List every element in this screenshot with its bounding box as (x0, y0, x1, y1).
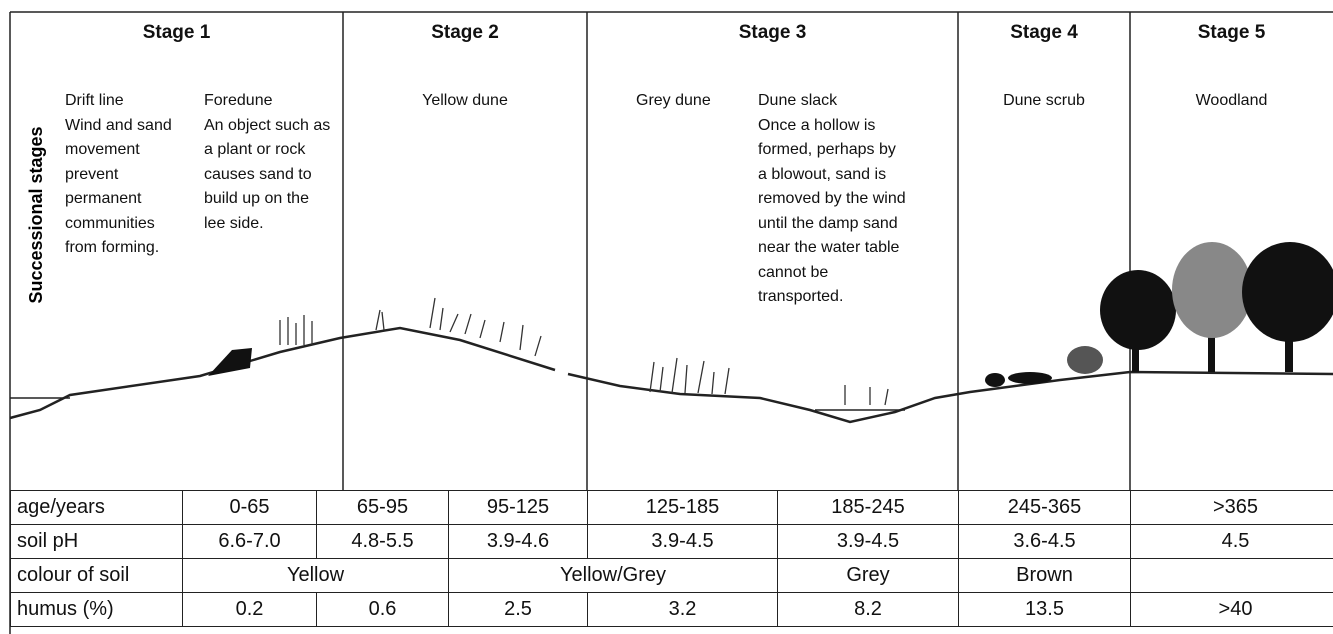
zone-name: Foredune (204, 92, 273, 109)
zone-description: An object such as a plant or rock causes… (204, 116, 331, 232)
table-cell: 0-65 (182, 490, 317, 525)
zone-name: Woodland (1195, 92, 1268, 109)
stage-title: Stage 2 (431, 22, 499, 43)
table-cell: 3.6-4.5 (958, 524, 1131, 559)
zone: Woodland (1130, 89, 1333, 114)
zone-name: Dune slack (758, 92, 838, 109)
row-label: soil pH (10, 524, 183, 559)
table-row: humus (%) 0.2 0.6 2.5 3.2 8.2 13.5 >40 (10, 592, 1333, 627)
zone: Grey dune (636, 89, 751, 114)
table-cell: 4.5 (1130, 524, 1333, 559)
row-label: colour of soil (10, 558, 183, 593)
table-cell: 2.5 (448, 592, 588, 627)
table-cell: 0.2 (182, 592, 317, 627)
table-cell: Brown (958, 558, 1131, 593)
row-label: humus (%) (10, 592, 183, 627)
zone: Dune scrub (958, 89, 1130, 114)
table-cell: 65-95 (316, 490, 449, 525)
table-row: colour of soil Yellow Yellow/Grey Grey Brown (10, 558, 1333, 593)
table-row: age/years 0-65 65-95 95-125 125-185 185-245 24… (10, 490, 1333, 525)
table-cell: 245-365 (958, 490, 1131, 525)
row-label: age/years (10, 490, 183, 525)
table-cell: 185-245 (777, 490, 959, 525)
table-cell: Yellow (182, 558, 449, 593)
table-cell: 95-125 (448, 490, 588, 525)
table-cell: 3.9-4.5 (587, 524, 778, 559)
stage-title: Stage 3 (738, 22, 807, 43)
stage-title: Stage 5 (1197, 22, 1266, 43)
table-cell: 8.2 (777, 592, 959, 627)
zone-description: Wind and sand movement prevent permanent… (65, 116, 172, 257)
table-cell: >365 (1130, 490, 1333, 525)
table-cell: Grey (777, 558, 959, 593)
table-cell: 4.8-5.5 (316, 524, 449, 559)
zone-name: Dune scrub (1003, 92, 1085, 109)
zone: Yellow dune (343, 89, 587, 114)
stage-title: Stage 1 (142, 22, 211, 43)
zone-name: Drift line (65, 92, 124, 109)
table-row: soil pH 6.6-7.0 4.8-5.5 3.9-4.6 3.9-4.5 3.9-4… (10, 524, 1333, 559)
zone-name: Yellow dune (422, 92, 508, 109)
zone-description: Once a hollow is formed, perhaps by a bl… (758, 116, 906, 306)
zone: Foredune An object such as a plant or roc… (204, 89, 334, 236)
table-cell: 125-185 (587, 490, 778, 525)
table-cell: 3.9-4.6 (448, 524, 588, 559)
table-cell: 13.5 (958, 592, 1131, 627)
zone: Drift line Wind and sand movement prevent… (65, 89, 190, 261)
stage-title: Stage 4 (1010, 22, 1078, 43)
zone: Dune slack Once a hollow is formed, perha… (758, 89, 908, 310)
data-table: age/years 0-65 65-95 95-125 125-185 185-245 24… (10, 490, 1333, 627)
table-cell: 6.6-7.0 (182, 524, 317, 559)
table-cell: >40 (1130, 592, 1333, 627)
table-cell: 3.9-4.5 (777, 524, 959, 559)
table-cell: Yellow/Grey (448, 558, 778, 593)
table-cell: 0.6 (316, 592, 449, 627)
zone-name: Grey dune (636, 92, 711, 109)
axis-label: Successional stages (26, 126, 46, 303)
table-cell: 3.2 (587, 592, 778, 627)
